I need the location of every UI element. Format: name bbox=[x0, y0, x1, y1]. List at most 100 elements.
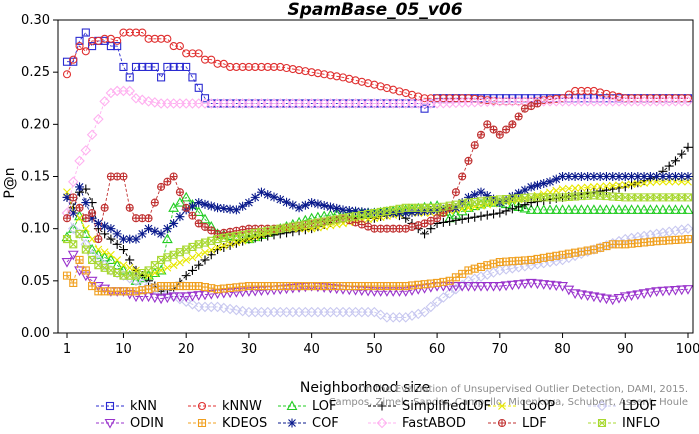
data-point bbox=[288, 64, 297, 74]
data-point bbox=[558, 94, 567, 103]
data-point bbox=[683, 142, 693, 152]
data-point bbox=[257, 62, 266, 71]
data-point bbox=[100, 221, 110, 231]
data-point bbox=[144, 34, 153, 43]
data-point bbox=[682, 96, 694, 107]
data-point bbox=[200, 255, 210, 265]
data-point bbox=[67, 223, 79, 233]
data-point bbox=[256, 232, 266, 242]
data-point bbox=[632, 290, 644, 301]
legend-label: LDF bbox=[522, 416, 547, 431]
data-point bbox=[94, 235, 103, 244]
data-point bbox=[476, 211, 486, 221]
data-point bbox=[74, 155, 85, 167]
data-point bbox=[180, 191, 192, 202]
data-point bbox=[287, 418, 297, 428]
data-point bbox=[644, 204, 656, 214]
data-point bbox=[194, 260, 204, 270]
data-point bbox=[544, 204, 556, 214]
data-point bbox=[86, 129, 98, 141]
series-ldof bbox=[61, 207, 694, 323]
data-point bbox=[219, 59, 228, 68]
data-point bbox=[450, 281, 462, 292]
data-point bbox=[470, 212, 480, 222]
x-tick-label: 10 bbox=[115, 342, 132, 357]
data-point bbox=[131, 62, 141, 72]
data-point bbox=[456, 281, 468, 292]
data-point bbox=[219, 203, 229, 213]
data-point bbox=[420, 94, 429, 103]
data-point bbox=[507, 191, 517, 201]
data-point bbox=[463, 213, 473, 223]
legend-item-fastabod: FastABOD bbox=[368, 416, 466, 431]
data-point bbox=[69, 240, 78, 249]
data-point bbox=[489, 125, 498, 134]
data-point bbox=[375, 309, 386, 321]
data-point bbox=[224, 303, 236, 315]
data-point bbox=[125, 234, 135, 244]
data-point bbox=[69, 57, 78, 66]
data-point bbox=[526, 198, 536, 208]
data-point bbox=[588, 204, 600, 214]
data-point bbox=[125, 255, 135, 265]
data-point bbox=[520, 185, 530, 195]
data-point bbox=[288, 200, 298, 210]
data-point bbox=[182, 62, 191, 72]
x-tick-label: 90 bbox=[617, 342, 634, 357]
data-point bbox=[482, 210, 492, 220]
data-point bbox=[627, 172, 637, 181]
data-point bbox=[445, 216, 455, 226]
data-point bbox=[483, 120, 492, 129]
data-point bbox=[161, 233, 173, 244]
data-point bbox=[138, 62, 147, 72]
data-point bbox=[507, 204, 517, 214]
data-point bbox=[608, 172, 618, 181]
data-point bbox=[199, 213, 211, 224]
data-point bbox=[263, 62, 272, 71]
data-point bbox=[400, 312, 412, 323]
data-point bbox=[425, 301, 437, 313]
data-point bbox=[420, 229, 430, 239]
data-point bbox=[174, 196, 186, 207]
data-point bbox=[670, 285, 681, 296]
x-tick-label: 60 bbox=[429, 342, 446, 357]
data-point bbox=[275, 194, 285, 204]
series-fastabod bbox=[61, 85, 694, 219]
data-point bbox=[488, 281, 499, 292]
data-point bbox=[502, 125, 511, 134]
data-point bbox=[470, 141, 479, 150]
data-point bbox=[107, 250, 115, 259]
data-point bbox=[269, 192, 279, 202]
data-point bbox=[595, 172, 605, 181]
data-point bbox=[282, 197, 292, 207]
data-point bbox=[62, 70, 72, 79]
data-point bbox=[313, 199, 323, 209]
data-point bbox=[433, 94, 442, 103]
data-point bbox=[100, 34, 109, 43]
data-point bbox=[105, 401, 115, 411]
data-point bbox=[182, 203, 191, 212]
data-point bbox=[212, 301, 223, 313]
y-axis-label: P@n bbox=[2, 167, 18, 198]
data-point bbox=[193, 206, 205, 217]
data-point bbox=[508, 94, 517, 103]
data-point bbox=[149, 97, 161, 108]
data-point bbox=[94, 245, 103, 254]
data-point bbox=[588, 292, 600, 303]
data-point bbox=[682, 285, 694, 295]
data-point bbox=[174, 292, 186, 303]
data-point bbox=[88, 36, 97, 45]
data-point bbox=[563, 204, 575, 214]
x-tick-label: 100 bbox=[676, 342, 699, 357]
legend-item-lof: LOF bbox=[278, 399, 337, 414]
data-point bbox=[450, 283, 462, 295]
data-point bbox=[532, 197, 542, 207]
data-point bbox=[426, 206, 436, 216]
data-point bbox=[136, 94, 148, 106]
data-point bbox=[601, 204, 612, 214]
data-point bbox=[162, 288, 173, 300]
data-point bbox=[558, 172, 568, 181]
data-point bbox=[508, 120, 517, 129]
data-point bbox=[194, 198, 204, 208]
data-point bbox=[664, 172, 674, 181]
